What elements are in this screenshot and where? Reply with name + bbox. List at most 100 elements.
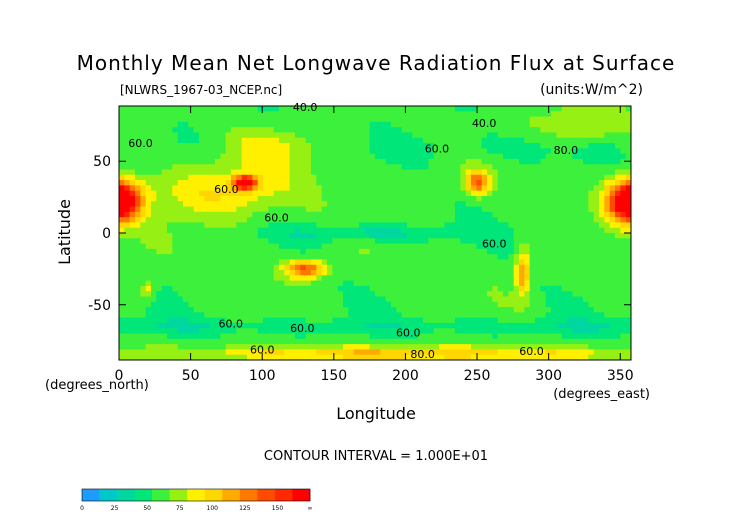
- heatmap-cell: [135, 190, 141, 197]
- heatmap-cell: [556, 301, 563, 308]
- heatmap-cell: [492, 211, 499, 218]
- heatmap-cell: [375, 349, 381, 356]
- heatmap-cell: [231, 153, 237, 160]
- heatmap-cell: [273, 132, 280, 139]
- heatmap-cell: [247, 211, 253, 218]
- heatmap-cell: [599, 116, 605, 123]
- heatmap-cell: [609, 248, 616, 255]
- heatmap-cell: [423, 180, 429, 186]
- heatmap-cell: [407, 127, 413, 133]
- heatmap-cell: [439, 333, 445, 340]
- heatmap-cell: [551, 238, 557, 244]
- heatmap-cell: [369, 248, 376, 255]
- heatmap-cell: [284, 280, 291, 287]
- heatmap-cell: [199, 259, 205, 266]
- heatmap-cell: [289, 201, 296, 207]
- heatmap-cell: [145, 264, 152, 271]
- heatmap-cell: [615, 296, 621, 303]
- heatmap-cell: [220, 206, 227, 213]
- heatmap-cell: [471, 180, 477, 186]
- heatmap-cell: [433, 169, 440, 176]
- heatmap-cell: [503, 238, 509, 244]
- heatmap-cell: [119, 238, 125, 244]
- heatmap-cell: [300, 127, 307, 133]
- heatmap-cell: [417, 227, 424, 234]
- heatmap-cell: [284, 195, 291, 202]
- heatmap-cell: [385, 121, 392, 128]
- heatmap-cell: [279, 280, 285, 287]
- heatmap-cell: [487, 248, 493, 255]
- heatmap-cell: [561, 153, 568, 160]
- heatmap-cell: [252, 280, 259, 287]
- heatmap-cell: [156, 233, 163, 239]
- heatmap-cell: [364, 174, 371, 181]
- heatmap-cell: [332, 248, 339, 255]
- heatmap-cell: [177, 211, 184, 218]
- heatmap-cell: [620, 148, 627, 155]
- heatmap-cell: [151, 148, 157, 155]
- heatmap-cell: [353, 190, 360, 197]
- heatmap-cell: [391, 106, 397, 112]
- heatmap-cell: [407, 190, 413, 197]
- heatmap-cell: [481, 195, 488, 202]
- heatmap-cell: [513, 111, 520, 117]
- heatmap-cell: [193, 217, 200, 223]
- heatmap-cell: [337, 238, 344, 244]
- heatmap-cell: [295, 312, 301, 319]
- heatmap-cell: [145, 243, 152, 250]
- heatmap-cell: [513, 158, 520, 165]
- heatmap-cell: [273, 275, 280, 282]
- heatmap-cell: [161, 127, 168, 133]
- heatmap-cell: [599, 338, 605, 345]
- heatmap-cell: [241, 111, 248, 117]
- heatmap-cell: [311, 291, 317, 297]
- heatmap-cell: [417, 296, 424, 303]
- heatmap-cell: [503, 312, 509, 319]
- heatmap-cell: [588, 328, 595, 334]
- heatmap-cell: [172, 185, 179, 192]
- heatmap-cell: [241, 307, 248, 313]
- x-tick-label: 300: [535, 368, 562, 384]
- heatmap-cell: [593, 296, 600, 303]
- heatmap-cell: [289, 137, 296, 144]
- heatmap-cell: [497, 301, 504, 308]
- heatmap-cell: [391, 233, 397, 239]
- heatmap-cell: [455, 222, 461, 229]
- heatmap-cell: [609, 153, 616, 160]
- heatmap-cell: [247, 254, 253, 260]
- heatmap-cell: [140, 296, 147, 303]
- heatmap-cell: [583, 169, 589, 176]
- heatmap-cell: [593, 291, 600, 297]
- y-tick-label: -50: [88, 298, 111, 314]
- heatmap-cell: [444, 285, 451, 292]
- heatmap-cell: [177, 158, 184, 165]
- heatmap-cell: [188, 296, 195, 303]
- heatmap-cell: [193, 307, 200, 313]
- heatmap-cell: [497, 296, 504, 303]
- heatmap-cell: [135, 137, 141, 144]
- heatmap-cell: [529, 312, 536, 319]
- heatmap-cell: [455, 307, 461, 313]
- heatmap-cell: [620, 180, 627, 186]
- heatmap-cell: [583, 153, 589, 160]
- heatmap-cell: [172, 254, 179, 260]
- heatmap-cell: [497, 333, 504, 340]
- heatmap-cell: [439, 233, 445, 239]
- heatmap-cell: [348, 328, 355, 334]
- heatmap-cell: [273, 264, 280, 271]
- heatmap-cell: [183, 174, 189, 181]
- heatmap-cell: [311, 280, 317, 287]
- heatmap-cell: [327, 270, 333, 276]
- heatmap-cell: [273, 174, 280, 181]
- heatmap-cell: [535, 296, 541, 303]
- heatmap-cell: [583, 349, 589, 356]
- heatmap-cell: [625, 206, 632, 213]
- heatmap-cell: [140, 185, 147, 192]
- heatmap-cell: [529, 111, 536, 117]
- heatmap-cell: [609, 243, 616, 250]
- heatmap-cell: [599, 349, 605, 356]
- heatmap-cell: [615, 307, 621, 313]
- heatmap-cell: [119, 275, 125, 282]
- heatmap-cell: [273, 301, 280, 308]
- heatmap-cell: [321, 227, 328, 234]
